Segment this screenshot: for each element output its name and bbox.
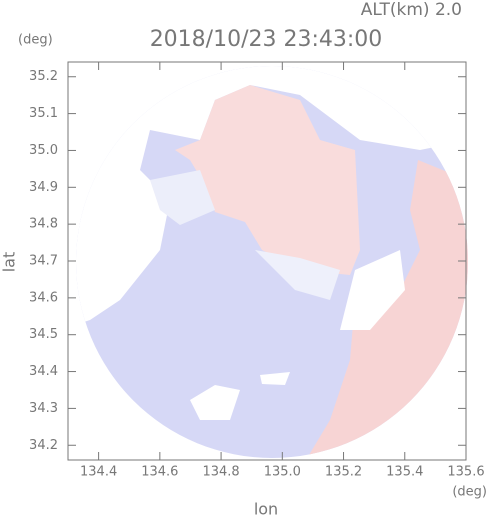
y-tick-label: 34.7 (29, 254, 58, 269)
y-tick-label: 35.1 (29, 106, 58, 121)
y-tick-label: 34.9 (29, 180, 58, 195)
x-tick-label: 134.8 (202, 465, 239, 480)
y-tick-label: 34.8 (29, 217, 58, 232)
x-unit: (deg) (452, 485, 487, 500)
x-tick-label: 134.4 (80, 465, 117, 480)
y-tick-label: 34.5 (29, 327, 58, 342)
y-tick-label: 35.2 (29, 69, 58, 84)
y-unit: (deg) (18, 33, 53, 48)
x-tick-label: 135.4 (386, 465, 423, 480)
y-tick-label: 34.4 (29, 364, 58, 379)
altitude: ALT(km) 2.0 (361, 0, 462, 20)
y-tick-label: 34.3 (29, 401, 58, 416)
x-tick-label: 134.6 (141, 465, 178, 480)
y-tick-label: 34.2 (29, 438, 58, 453)
y-label: lat (0, 252, 19, 273)
chart-title: 2018/10/23 23:43:00 (150, 27, 383, 52)
y-tick-label: 34.6 (29, 290, 58, 305)
y-tick-label: 35.0 (29, 143, 58, 158)
x-tick-label: 135.0 (264, 465, 301, 480)
x-tick-label: 135.2 (325, 465, 362, 480)
radar-field (76, 66, 468, 458)
ticks: 134.4 134.6 134.8 135.0 135.2 135.4 135.6 34.2 3… (29, 62, 485, 480)
x-label: lon (254, 500, 278, 519)
x-tick-label: 135.6 (447, 465, 484, 480)
